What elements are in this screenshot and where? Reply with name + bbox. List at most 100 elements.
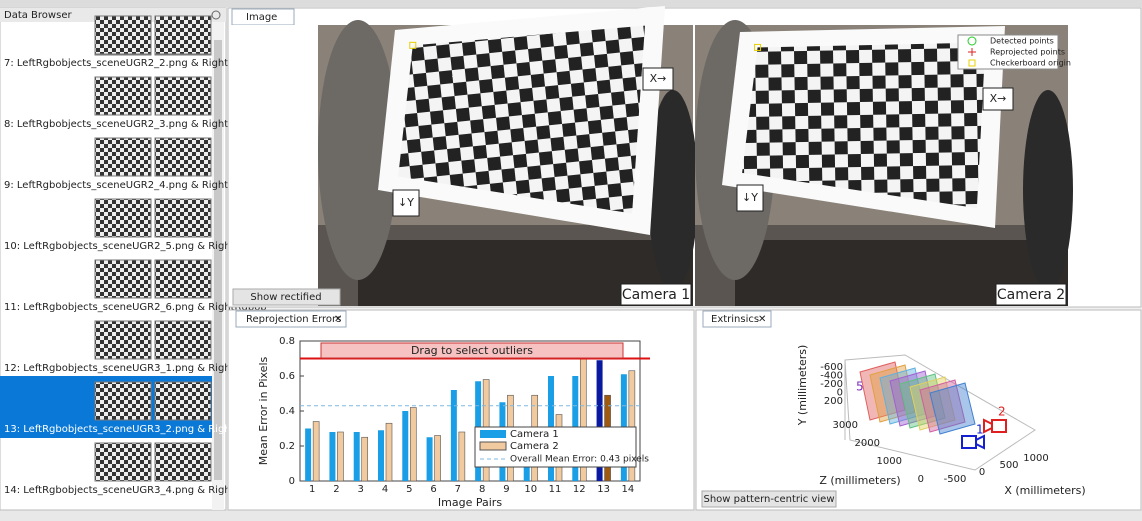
checkerboard [398,25,645,214]
show-rectified-label[interactable]: Show rectified [250,292,321,303]
bar[interactable] [353,432,360,481]
thumbnail [94,137,152,177]
board-y-label: ↓Y [398,196,414,209]
x-tick-label: 1000 [1023,453,1048,464]
extrinsics-tab-label[interactable]: Extrinsics [711,314,759,325]
origin-marker [409,41,417,49]
x-tick-label: 10 [524,484,537,495]
bar[interactable] [409,407,417,482]
thumbnail [154,198,212,238]
browser-item[interactable]: 13: LeftRgbobjects_sceneUGR3_2.png & Rig… [4,424,267,435]
browser-item[interactable]: 10: LeftRgbobjects_sceneUGR2_5.png & Rig… [4,241,267,252]
bar[interactable] [434,435,441,482]
reprojection-tab-label[interactable]: Reprojection Errors [246,314,341,325]
y-tick-label: 200 [824,396,843,407]
z-tick-label: 0 [918,474,924,485]
menu-button[interactable] [211,10,221,20]
x-tick-label: 12 [573,484,586,495]
browser-item[interactable]: 12: LeftRgbobjects_sceneUGR3_1.png & Rig… [4,363,267,374]
bar[interactable] [426,437,433,481]
board-x-label: X→ [990,92,1007,105]
reprojection-tab[interactable] [235,310,347,328]
image-tab-label[interactable]: Image [246,12,277,23]
x-tick-label: 9 [503,484,509,495]
bar[interactable] [312,421,320,482]
camera-label: Camera 2 [997,287,1065,303]
camera-label: Camera 1 [622,287,690,303]
browser-item[interactable]: 14: LeftRgbobjects_sceneUGR3_4.png & Rig… [4,485,267,496]
bar[interactable] [378,430,384,481]
y-tick-label: 0.8 [279,336,295,347]
browser-item[interactable]: 9: LeftRgbobjects_sceneUGR2_4.png & Righ… [4,180,263,191]
bar[interactable] [385,422,393,482]
y-tick-label: 0 [837,388,843,399]
thumbnail [94,76,152,116]
browser-item[interactable]: 8: LeftRgbobjects_sceneUGR2_3.png & Righ… [4,119,263,130]
x-tick-label: 8 [479,484,485,495]
thumbnail [154,381,212,421]
bar[interactable] [450,390,457,481]
browser-item[interactable]: 11: LeftRgbobjects_sceneUGR2_6.png & Rig… [4,302,267,313]
y-tick-label: -400 [820,371,843,382]
legend-label: Overall Mean Error: 0.43 pixels [510,455,649,465]
y-axis-label: Y (millimeters) [796,345,809,427]
legend-label: Camera 1 [510,429,559,440]
bar[interactable] [596,360,603,481]
drag-label: Drag to select outliers [411,344,533,357]
axes-box [844,354,1036,471]
x-tick-label: 500 [999,460,1018,471]
axis-box [736,184,764,212]
axis-box [392,189,420,217]
x-axis-label: X (millimeters) [1004,484,1085,497]
close-tab[interactable]: ✕ [334,314,342,325]
thumbnail [154,442,212,482]
bar[interactable] [337,431,344,482]
legend-symbol [968,48,976,56]
thumbnail [94,320,152,360]
person [648,90,698,290]
bar[interactable] [458,431,466,482]
camera-1 [961,434,985,450]
close-tab[interactable]: ✕ [758,314,766,325]
top-strip [0,0,1142,7]
y-tick-label: 0 [289,476,295,487]
legend-symbol [967,36,977,46]
thumbnail [94,15,152,55]
extrinsics-tab[interactable] [702,310,772,328]
person [318,20,398,280]
z-tick-label: 1000 [877,456,902,467]
thumbnail [154,320,212,360]
y-tick-label: 0.6 [279,371,295,382]
show-rectified-button[interactable] [232,288,341,306]
bottom-strip [0,510,1142,521]
z-tick-label: 2000 [855,438,880,449]
thumbnail [94,198,152,238]
x-tick-label: 4 [382,484,388,495]
x-tick-label: 11 [549,484,562,495]
pattern-centric-label[interactable]: Show pattern-centric view [703,494,834,505]
thumbnail [154,137,212,177]
board-pose [929,382,976,435]
y-tick-label: -200 [820,379,843,390]
camera-label-box [620,283,692,306]
extrinsics-panel [695,309,1142,511]
y-tick-label: 0.2 [279,441,295,452]
bar[interactable] [402,411,409,481]
camera-2-label: 2 [998,405,1006,419]
bar[interactable] [329,432,336,481]
bar[interactable] [628,370,636,482]
x-tick-label: 7 [455,484,461,495]
drag-region[interactable] [320,342,624,359]
thumbnail [94,259,152,299]
legend-label: Reprojected points [990,48,1065,57]
legend-symbol [968,59,976,67]
bar[interactable] [305,428,312,482]
scroll-thumb[interactable] [214,40,222,480]
x-tick-label: -500 [944,474,967,485]
pattern-centric-button[interactable] [701,490,837,508]
browser-item[interactable]: 7: LeftRgbobjects_sceneUGR2_2.png & Righ… [4,58,263,69]
bar[interactable] [361,436,369,482]
camera-images: X→ ↓Y Camera 1 X→ ↓Y Camera 2 Detected points R… [318,6,1073,306]
checkerboard [742,42,986,209]
origin-marker [754,43,762,51]
